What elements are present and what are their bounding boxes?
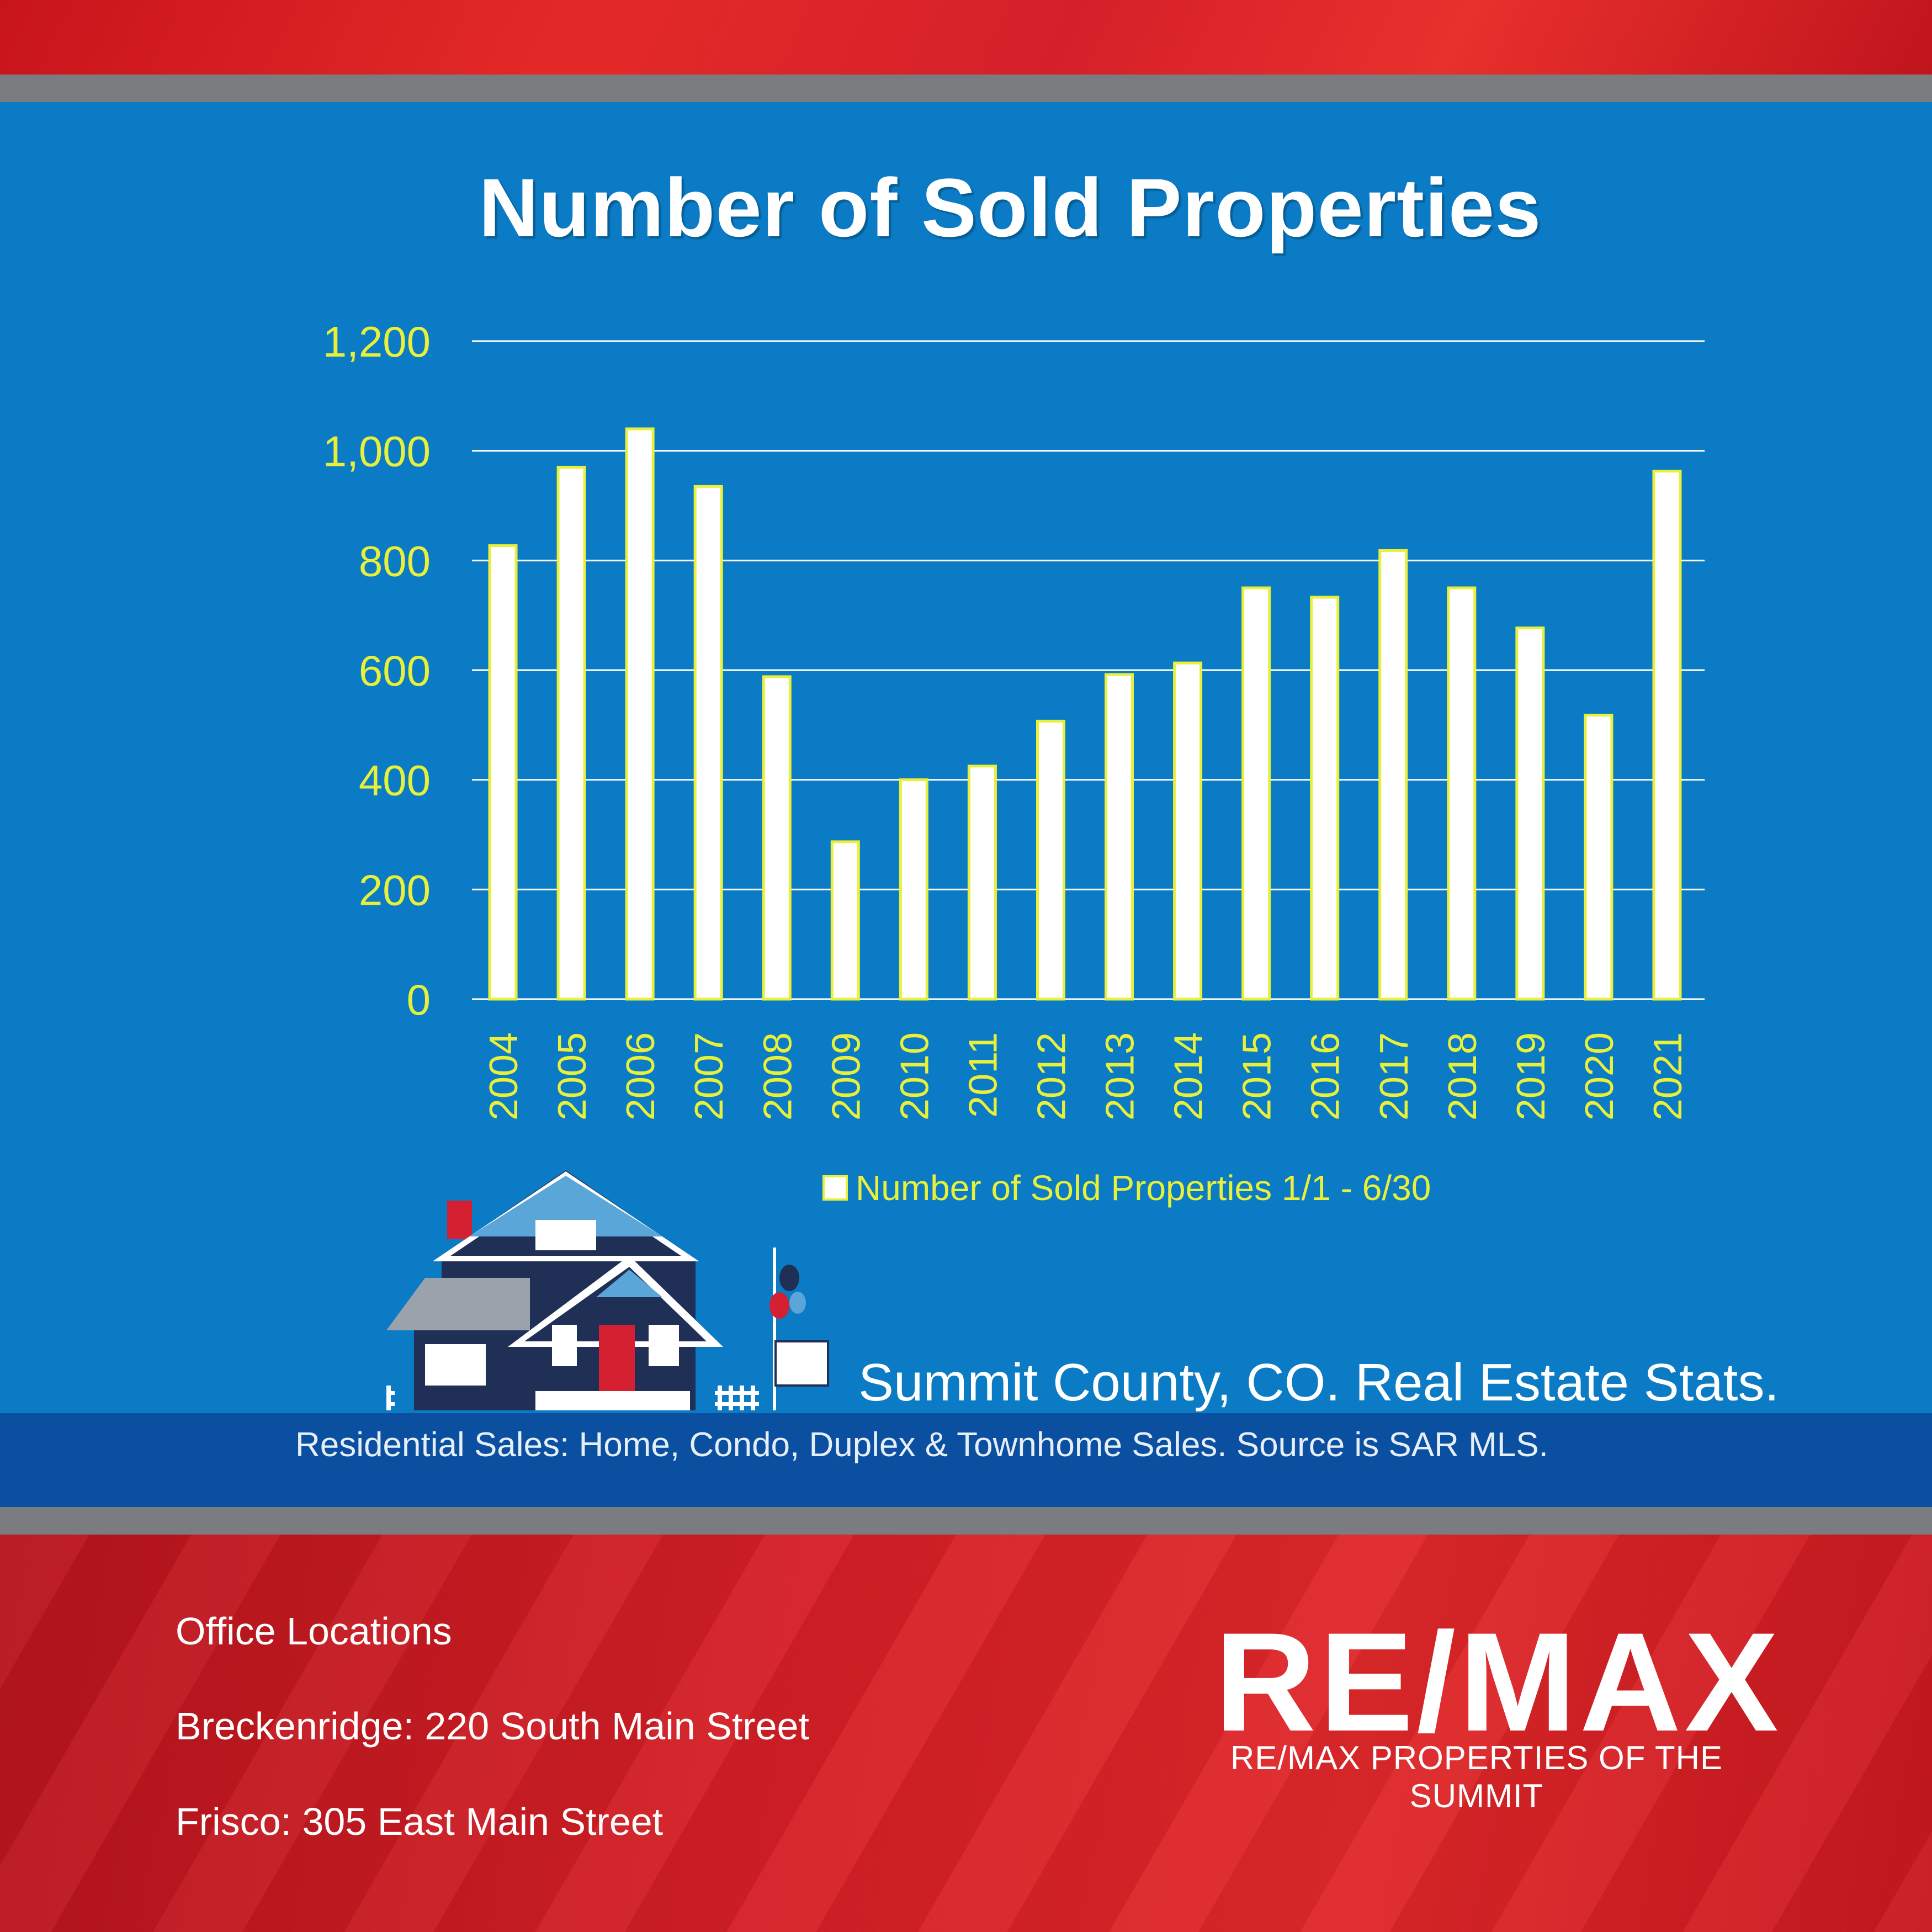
bar bbox=[556, 465, 586, 1001]
x-tick-label: 2010 bbox=[893, 1032, 937, 1121]
x-tick-label: 2012 bbox=[1029, 1032, 1074, 1121]
legend-label: Number of Sold Properties 1/1 - 6/30 bbox=[856, 1168, 1431, 1208]
bar bbox=[1447, 586, 1477, 1001]
x-tick-label: 2020 bbox=[1578, 1032, 1622, 1121]
bar bbox=[899, 778, 928, 1001]
remax-logo: RE/MAX bbox=[1214, 1604, 1782, 1761]
bar bbox=[488, 544, 518, 1001]
offices-heading: Office Locations bbox=[176, 1610, 452, 1653]
source-note: Residential Sales: Home, Condo, Duplex &… bbox=[295, 1426, 1548, 1464]
bar bbox=[693, 485, 723, 1001]
bar bbox=[1036, 719, 1065, 1001]
top-banner bbox=[0, 0, 1932, 75]
bar bbox=[1378, 549, 1408, 1001]
y-tick-label: 1,000 bbox=[323, 427, 431, 476]
x-tick-label: 2007 bbox=[687, 1032, 731, 1121]
x-tick-label: 2016 bbox=[1304, 1032, 1348, 1121]
y-tick-label: 800 bbox=[359, 537, 431, 585]
x-tick-label: 2014 bbox=[1167, 1032, 1211, 1121]
chart-legend: Number of Sold Properties 1/1 - 6/30 bbox=[822, 1166, 1431, 1210]
chart-title: Number of Sold Properties bbox=[479, 161, 1542, 254]
house-illustration-icon bbox=[386, 1170, 829, 1410]
x-tick-label: 2004 bbox=[482, 1032, 526, 1121]
legend-swatch bbox=[822, 1175, 848, 1201]
bar bbox=[830, 840, 860, 1001]
bar-chart: 0 200 400 600 800 1,000 1,200 2004 2005 2006 2007 2… bbox=[323, 317, 1705, 1121]
y-tick-label: 1,200 bbox=[323, 317, 431, 366]
bar bbox=[625, 427, 655, 1001]
x-tick-label: 2019 bbox=[1509, 1032, 1553, 1121]
x-tick-label: 2015 bbox=[1235, 1032, 1280, 1121]
bar bbox=[1105, 673, 1134, 1001]
x-tick-label: 2013 bbox=[1098, 1032, 1143, 1121]
bar bbox=[762, 675, 792, 1001]
x-tick-label: 2008 bbox=[756, 1032, 800, 1121]
bottom-divider bbox=[0, 1507, 1932, 1535]
office-frisco: Frisco: 305 East Main Street bbox=[176, 1800, 664, 1843]
company-name: RE/MAX PROPERTIES OF THE SUMMIT bbox=[1230, 1739, 1723, 1814]
x-tick-label: 2011 bbox=[961, 1032, 1005, 1118]
footer-banner bbox=[0, 1535, 1932, 1932]
x-tick-label: 2018 bbox=[1441, 1032, 1485, 1121]
x-tick-label: 2017 bbox=[1372, 1032, 1416, 1121]
office-breckenridge: Breckenridge: 220 South Main Street bbox=[176, 1705, 809, 1748]
bar bbox=[1584, 713, 1613, 1001]
y-tick-label: 200 bbox=[359, 866, 431, 914]
x-tick-label: 2009 bbox=[824, 1032, 868, 1121]
y-tick-label: 0 bbox=[407, 975, 431, 1024]
bar bbox=[967, 765, 997, 1001]
source-strip bbox=[0, 1413, 1932, 1507]
bar bbox=[1515, 627, 1545, 1001]
bar bbox=[1241, 586, 1271, 1001]
x-tick-label: 2006 bbox=[619, 1032, 663, 1121]
x-tick-label: 2005 bbox=[550, 1032, 595, 1121]
x-tick-label: 2021 bbox=[1646, 1032, 1690, 1121]
y-tick-label: 400 bbox=[359, 756, 431, 805]
chart-subtitle: Summit County, CO. Real Estate Stats. bbox=[858, 1353, 1780, 1412]
top-divider bbox=[0, 75, 1932, 102]
bar bbox=[1652, 469, 1682, 1001]
bar bbox=[1173, 661, 1203, 1001]
bar bbox=[1310, 596, 1340, 1001]
y-tick-label: 600 bbox=[359, 646, 431, 695]
